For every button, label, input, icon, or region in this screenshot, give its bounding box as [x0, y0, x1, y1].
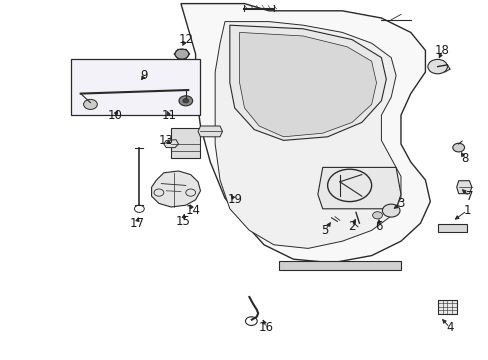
Text: 11: 11	[161, 109, 176, 122]
Text: 9: 9	[140, 69, 148, 82]
Text: 6: 6	[374, 220, 382, 233]
Polygon shape	[181, 4, 429, 263]
Text: 13: 13	[159, 134, 173, 147]
Bar	[437, 224, 466, 232]
Text: 2: 2	[347, 220, 355, 233]
Circle shape	[175, 49, 188, 59]
Text: 8: 8	[460, 152, 468, 165]
Polygon shape	[229, 25, 386, 140]
Polygon shape	[151, 171, 200, 207]
Bar	[437, 300, 456, 314]
Polygon shape	[456, 181, 471, 194]
Text: 12: 12	[178, 33, 193, 46]
Polygon shape	[278, 261, 400, 270]
Polygon shape	[239, 32, 376, 137]
Text: 4: 4	[445, 321, 453, 334]
Circle shape	[382, 204, 399, 217]
Text: 15: 15	[176, 215, 190, 228]
Circle shape	[372, 212, 382, 219]
Text: 7: 7	[465, 190, 472, 203]
Circle shape	[83, 99, 97, 109]
Text: 14: 14	[185, 204, 200, 217]
Polygon shape	[317, 167, 400, 209]
Bar	[71, 59, 200, 115]
Text: 3: 3	[396, 197, 404, 210]
Polygon shape	[215, 22, 400, 248]
Polygon shape	[198, 126, 222, 137]
Text: 16: 16	[259, 321, 273, 334]
Circle shape	[452, 143, 464, 152]
Text: 19: 19	[227, 193, 242, 206]
Polygon shape	[163, 140, 178, 148]
Circle shape	[179, 96, 192, 106]
Text: 1: 1	[462, 204, 470, 217]
Circle shape	[183, 99, 188, 103]
Bar	[171, 128, 200, 158]
Circle shape	[427, 59, 447, 74]
Text: 5: 5	[321, 224, 328, 237]
Text: 17: 17	[129, 217, 144, 230]
Text: 10: 10	[107, 109, 122, 122]
Text: 18: 18	[434, 44, 449, 57]
